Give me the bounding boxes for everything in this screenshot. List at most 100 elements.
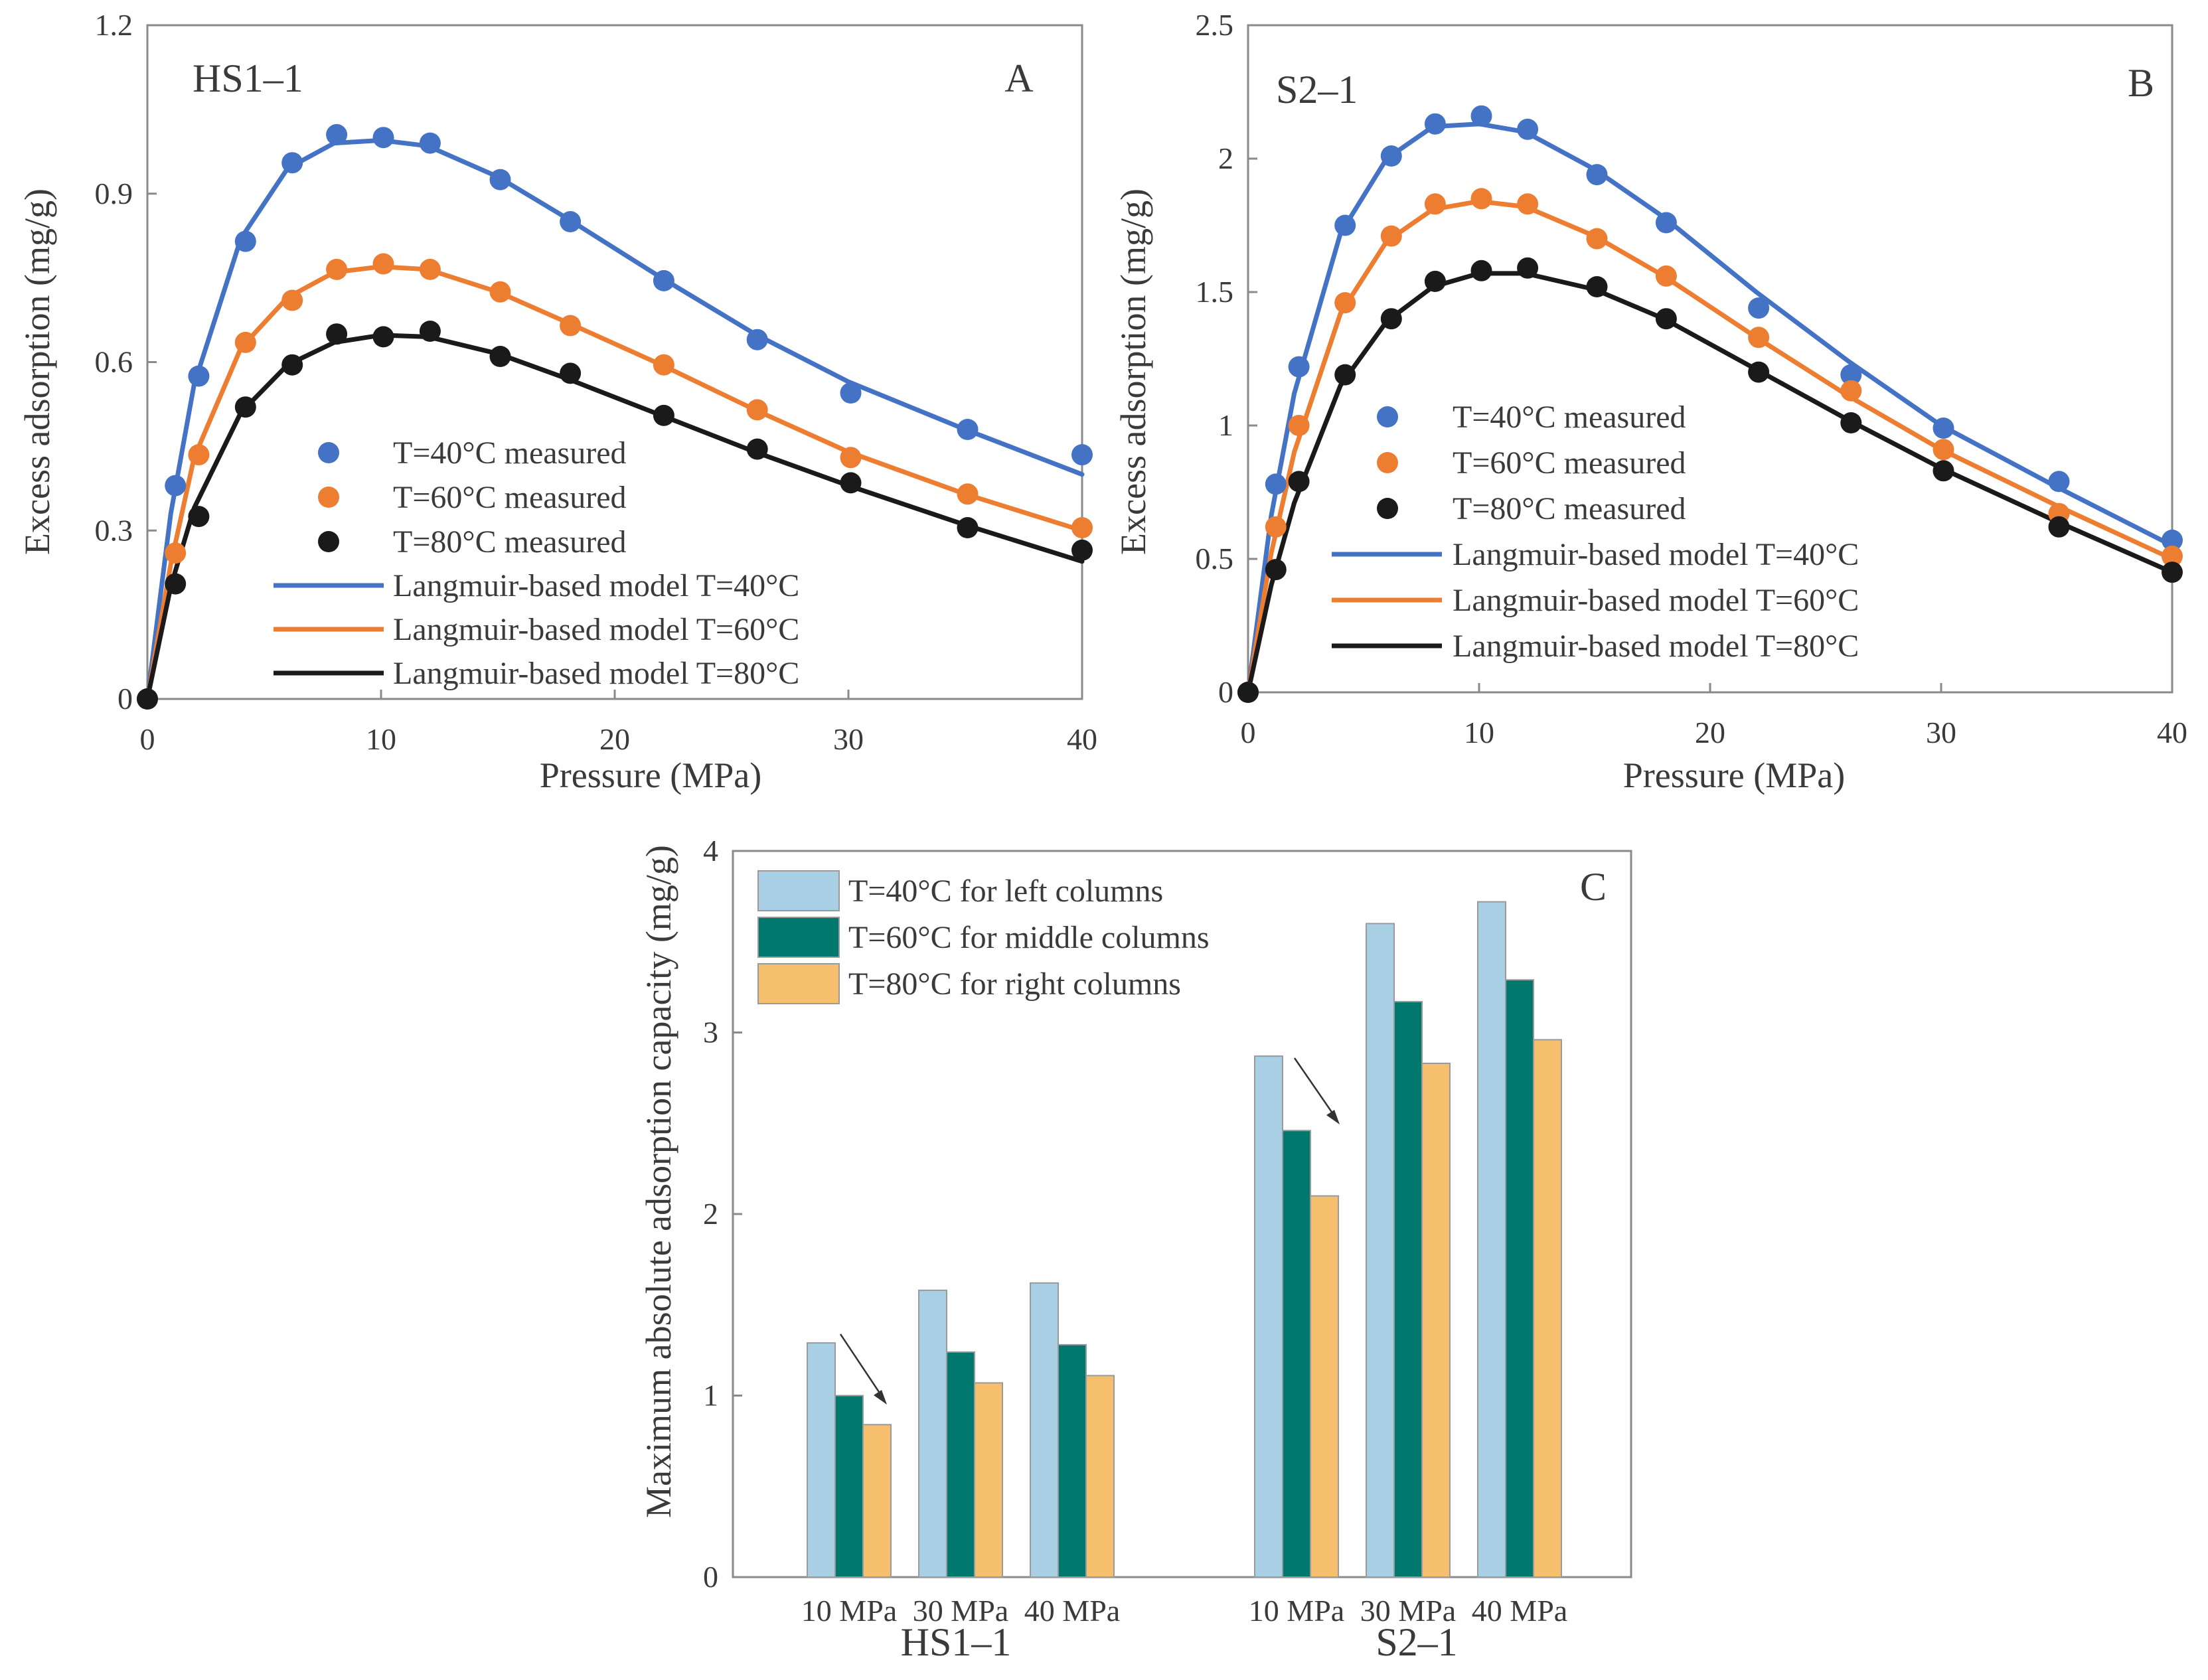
panel-c-legend: T=40°C for left columns T=60°C for middl… (757, 870, 1210, 1004)
legend-text-t60-model: Langmuir-based model T=60°C (393, 612, 799, 647)
legend-swatch-t80 (757, 963, 840, 1004)
bar-series-0-category-5 (1477, 901, 1506, 1578)
panel-a-x-axis-title: Pressure (MPa) (540, 755, 761, 795)
panel-a-label: A (1004, 56, 1033, 100)
measured-point-series-2 (1334, 364, 1356, 386)
measured-point-series-1 (419, 258, 441, 280)
y-tick-label: 0 (703, 1560, 718, 1594)
measured-point-series-2 (2162, 562, 2183, 583)
measured-point-series-0 (1334, 214, 1356, 236)
x-tick-label: 30 (1926, 716, 1956, 749)
measured-point-series-2 (957, 517, 979, 538)
x-tick-label: 40 (2157, 716, 2187, 749)
category-label: 40 MPa (1024, 1594, 1120, 1628)
measured-point-series-2 (1237, 682, 1259, 703)
measured-point-series-1 (1655, 265, 1677, 287)
bar-series-2-category-2 (1085, 1375, 1115, 1578)
y-tick-label: 0.6 (95, 345, 133, 379)
measured-point-series-2 (1840, 412, 1862, 433)
legend-text-t60-model: Langmuir-based model T=60°C (1453, 583, 1859, 618)
panel-b-y-axis-title: Excess adsorption (mg/g) (1113, 189, 1153, 555)
y-tick-label: 3 (703, 1016, 718, 1049)
panel-a-y-ticks: 0 0.3 0.6 0.9 1.2 (95, 8, 157, 716)
bar-series-1-category-5 (1505, 979, 1534, 1578)
legend-text-t40-model: Langmuir-based model T=40°C (393, 568, 799, 603)
measured-point-series-0 (1071, 444, 1093, 466)
legend-text-t40-model: Langmuir-based model T=40°C (1453, 537, 1859, 572)
category-label: 30 MPa (1360, 1594, 1456, 1628)
measured-point-series-1 (957, 483, 979, 505)
measured-point-series-2 (1932, 460, 1954, 482)
y-tick-label: 1 (1218, 408, 1233, 442)
measured-point-series-2 (560, 362, 582, 384)
measured-point-series-1 (653, 354, 674, 376)
measured-point-series-1 (326, 258, 348, 280)
measured-point-series-1 (1840, 380, 1862, 402)
measured-point-series-2 (1517, 257, 1539, 279)
measured-point-series-0 (1932, 418, 1954, 439)
category-label: 30 MPa (913, 1594, 1008, 1628)
measured-point-series-2 (1288, 471, 1310, 493)
measured-point-series-1 (372, 253, 394, 275)
panel-c-trend-arrowhead-hs1-1 (874, 1390, 887, 1405)
measured-point-series-2 (1655, 308, 1677, 330)
measured-point-series-1 (746, 399, 768, 421)
measured-point-series-0 (1288, 356, 1310, 378)
measured-point-series-2 (489, 346, 511, 367)
measured-point-series-0 (560, 211, 582, 232)
legend-marker-t80-measured (1377, 498, 1398, 519)
bar-series-1-category-3 (1282, 1130, 1311, 1578)
legend-text-t60: T=60°C for middle columns (848, 920, 1210, 955)
measured-point-series-2 (1071, 539, 1093, 561)
legend-marker-t40-measured (318, 442, 339, 463)
panel-b-legend: T=40°C measured T=60°C measured T=80°C m… (1332, 400, 1859, 664)
panel-a-x-ticks: 0 10 20 30 40 (140, 690, 1097, 756)
measured-point-series-2 (746, 438, 768, 460)
measured-point-series-0 (840, 382, 862, 404)
panel-c-chart: 0 1 2 3 4 10 MPa 30 MPa 40 MPa 10 MPa 30 MPa 40 M… (639, 834, 1632, 1664)
legend-text-t80-measured: T=80°C measured (393, 524, 627, 560)
bar-series-2-category-4 (1421, 1063, 1451, 1578)
panel-c-trend-arrow-s2-1 (1293, 1057, 1337, 1118)
panel-b-x-ticks: 0 10 20 30 40 (1241, 683, 2187, 749)
measured-point-series-0 (746, 329, 768, 350)
measured-point-series-0 (1517, 118, 1539, 140)
measured-point-series-1 (234, 331, 256, 353)
bar-series-2-category-3 (1310, 1195, 1339, 1578)
panel-b-chart: 0 0.5 1 1.5 2 2.5 0 10 20 30 40 B S2–1 Pressure (… (1113, 8, 2187, 795)
category-label: 10 MPa (1249, 1594, 1344, 1628)
measured-point-series-1 (1932, 439, 1954, 461)
y-tick-label: 1 (703, 1379, 718, 1413)
bar-series-1-category-4 (1393, 1001, 1423, 1578)
panel-b-x-axis-title: Pressure (MPa) (1623, 755, 1845, 795)
panel-c-trend-arrowhead-s2-1 (1326, 1110, 1340, 1124)
measured-point-series-0 (372, 127, 394, 149)
y-tick-label: 1.2 (95, 8, 133, 42)
panel-b-measured-points (1237, 105, 2183, 703)
y-tick-label: 4 (703, 834, 718, 868)
measured-point-series-1 (188, 444, 210, 466)
measured-point-series-1 (165, 542, 187, 564)
x-tick-label: 10 (366, 722, 396, 756)
measured-point-series-2 (840, 472, 862, 494)
panel-c-trend-arrow-hs1-1 (839, 1334, 884, 1399)
legend-text-t80: T=80°C for right columns (848, 966, 1181, 1002)
y-tick-label: 0 (118, 682, 133, 716)
panel-a-sample-label: HS1–1 (193, 56, 303, 100)
y-tick-label: 0.5 (1196, 542, 1234, 575)
measured-point-series-0 (1840, 364, 1862, 386)
bar-series-0-category-4 (1366, 923, 1395, 1578)
measured-point-series-2 (188, 506, 210, 528)
bar-series-2-category-1 (974, 1382, 1003, 1578)
measured-point-series-2 (1586, 276, 1608, 297)
measured-point-series-1 (2162, 546, 2183, 567)
legend-text-t60-measured: T=60°C measured (393, 480, 627, 515)
panel-a-legend: T=40°C measured T=60°C measured T=80°C m… (274, 435, 799, 691)
category-label: 10 MPa (801, 1594, 897, 1628)
x-tick-label: 40 (1067, 722, 1097, 756)
measured-point-series-0 (957, 419, 979, 440)
measured-point-series-2 (165, 573, 187, 595)
measured-point-series-0 (2048, 471, 2070, 493)
panel-a-y-axis-title: Excess adsorption (mg/g) (17, 189, 57, 555)
measured-point-series-1 (1071, 517, 1093, 538)
